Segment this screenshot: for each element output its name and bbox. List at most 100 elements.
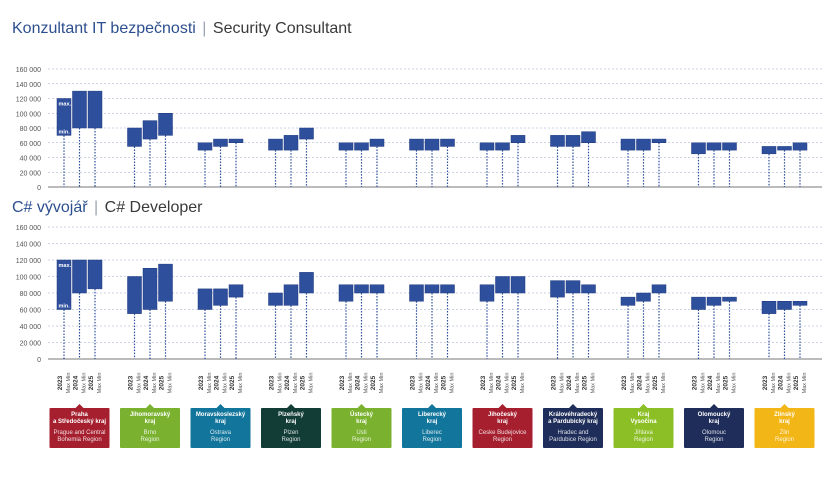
- y-tick-label: 160 000: [16, 225, 41, 232]
- region-name-cz: Kraj: [638, 412, 650, 418]
- range-bar: [354, 284, 369, 294]
- range-bar: [777, 301, 792, 310]
- year-label: 2024: [566, 375, 573, 390]
- range-bar: [127, 276, 142, 314]
- region-badge-pointer: [146, 404, 154, 408]
- region-name-cz: Liberecký: [418, 412, 447, 418]
- year-label: 2024: [73, 375, 80, 390]
- range-bar: [299, 127, 314, 140]
- range-bar: [691, 296, 706, 310]
- range-bar: [722, 142, 737, 151]
- region-name-cz: Ústecký: [350, 411, 374, 418]
- region-name-cz: a Středočeský kraj: [53, 419, 106, 425]
- region-badge: [402, 408, 462, 448]
- region-name-cz: Jihomoravský: [130, 412, 171, 418]
- year-max-min-label: Max Min: [591, 373, 597, 394]
- range-bar: [792, 301, 808, 306]
- region-name-cz: Moravskoslezský: [196, 412, 246, 418]
- range-bar: [510, 135, 526, 143]
- year-label-block: 2023 Max Min: [762, 373, 777, 394]
- region-badge-pointer: [428, 404, 436, 408]
- range-bar: [213, 288, 228, 306]
- region-name-cz: kraj: [286, 419, 297, 425]
- y-tick-label: 40 000: [20, 156, 42, 163]
- y-tick-label: 80 000: [20, 291, 42, 298]
- range-bar: [72, 259, 87, 294]
- range-bar: [565, 135, 581, 147]
- year-max-min-label: Max Min: [278, 373, 284, 394]
- year-label-block: 2024 Max Min: [425, 373, 440, 394]
- year-max-min-label: Max Min: [419, 373, 425, 394]
- bar-min-label: min.: [59, 304, 71, 310]
- year-label-block: 2023 Max Min: [339, 373, 354, 394]
- year-label-block: 2024 Max Min: [284, 373, 299, 394]
- year-label-block: 2023 Max Min: [692, 373, 707, 394]
- region-name-en: Region: [704, 437, 723, 443]
- range-bar: [158, 113, 173, 136]
- range-bar: [792, 142, 808, 151]
- range-bar: [651, 138, 667, 143]
- region-name-en: Bohemia Region: [57, 437, 101, 443]
- region-name-cz: kraj: [145, 419, 156, 425]
- year-max-min-label: Max Min: [630, 373, 636, 394]
- year-label-block: 2023 Max Min: [480, 373, 495, 394]
- chart1-title-separator: |: [202, 20, 207, 37]
- range-bar: [197, 142, 213, 151]
- region-badge: [472, 408, 533, 448]
- year-label-block: 2025 Max Min: [723, 373, 738, 394]
- year-max-min-label: Max Min: [450, 373, 456, 394]
- bar-max-label: max.: [59, 102, 72, 108]
- bar-min-label: min.: [59, 129, 71, 135]
- region-name-cz: a Pardubický kraj: [548, 419, 598, 425]
- year-label: 2024: [214, 375, 221, 390]
- y-tick-label: 60 000: [20, 141, 42, 148]
- chart2-title: C# vývojář | C# Developer: [12, 199, 202, 217]
- year-max-min-label: Max Min: [560, 373, 566, 394]
- region-name-en: Jihlava: [634, 430, 653, 436]
- range-bar: [550, 135, 565, 147]
- range-bar: [354, 142, 369, 151]
- year-max-min-label: Max Min: [489, 373, 495, 394]
- region-name-en: Region: [211, 437, 230, 443]
- year-max-min-label: Max Min: [348, 373, 354, 394]
- range-bar: [87, 259, 103, 290]
- year-max-min-label: Max Min: [168, 373, 174, 394]
- year-max-min-label: Max Min: [82, 373, 88, 394]
- region-name-cz: kraj: [709, 419, 720, 425]
- range-bar: [636, 138, 651, 151]
- year-max-min-label: Max Min: [575, 373, 581, 394]
- range-bar: [651, 284, 667, 294]
- range-bar: [581, 284, 596, 294]
- range-bar: [636, 292, 651, 302]
- chart2-title-cz: C# vývojář: [12, 199, 88, 216]
- y-tick-label: 0: [37, 185, 41, 192]
- y-tick-label: 100 000: [16, 275, 41, 282]
- range-bar: [142, 268, 158, 310]
- region-name-en: Region: [775, 437, 794, 443]
- region-badge: [49, 408, 110, 448]
- range-bar: [761, 146, 777, 155]
- range-bar: [213, 138, 228, 147]
- year-label-block: 2024 Max Min: [778, 373, 793, 394]
- y-tick-label: 120 000: [16, 258, 41, 265]
- region-name-cz: Jihočeský: [488, 412, 518, 418]
- range-bar: [338, 284, 354, 302]
- y-tick-label: 60 000: [20, 308, 42, 315]
- year-label: 2023: [551, 375, 558, 390]
- region-name-cz: kraj: [215, 419, 226, 425]
- range-bar: [761, 301, 777, 314]
- year-label-block: 2023 Max Min: [128, 373, 143, 394]
- year-label-block: 2024 Max Min: [143, 373, 158, 394]
- year-max-min-label: Max Min: [771, 373, 777, 394]
- bar-max-label: max.: [59, 263, 72, 269]
- y-tick-label: 0: [37, 357, 41, 364]
- year-label-block: 2025 Max Min: [300, 373, 315, 394]
- year-label: 2025: [88, 375, 95, 390]
- region-badge: [190, 408, 251, 448]
- region-badge-pointer: [569, 404, 577, 408]
- region-name-en: Region: [281, 437, 300, 443]
- range-bar: [706, 296, 722, 306]
- region-name-en: Region: [422, 437, 441, 443]
- year-label-block: 2024 Max Min: [496, 373, 511, 394]
